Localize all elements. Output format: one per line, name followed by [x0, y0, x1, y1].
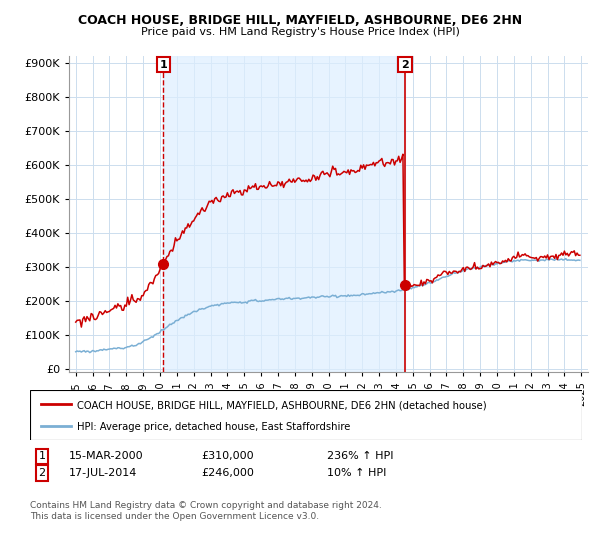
Text: 236% ↑ HPI: 236% ↑ HPI: [327, 451, 394, 461]
Text: Price paid vs. HM Land Registry's House Price Index (HPI): Price paid vs. HM Land Registry's House …: [140, 27, 460, 37]
Text: Contains HM Land Registry data © Crown copyright and database right 2024.
This d: Contains HM Land Registry data © Crown c…: [30, 501, 382, 521]
FancyBboxPatch shape: [30, 390, 582, 440]
Text: HPI: Average price, detached house, East Staffordshire: HPI: Average price, detached house, East…: [77, 422, 350, 432]
Text: 1: 1: [38, 451, 46, 461]
Text: 1: 1: [160, 59, 167, 69]
Text: 2: 2: [401, 59, 409, 69]
Text: 2: 2: [38, 468, 46, 478]
Text: 15-MAR-2000: 15-MAR-2000: [69, 451, 143, 461]
Text: 17-JUL-2014: 17-JUL-2014: [69, 468, 137, 478]
Text: £246,000: £246,000: [201, 468, 254, 478]
Text: 10% ↑ HPI: 10% ↑ HPI: [327, 468, 386, 478]
Text: £310,000: £310,000: [201, 451, 254, 461]
Text: COACH HOUSE, BRIDGE HILL, MAYFIELD, ASHBOURNE, DE6 2HN (detached house): COACH HOUSE, BRIDGE HILL, MAYFIELD, ASHB…: [77, 400, 487, 410]
Text: COACH HOUSE, BRIDGE HILL, MAYFIELD, ASHBOURNE, DE6 2HN: COACH HOUSE, BRIDGE HILL, MAYFIELD, ASHB…: [78, 14, 522, 27]
Bar: [163, 56, 405, 372]
